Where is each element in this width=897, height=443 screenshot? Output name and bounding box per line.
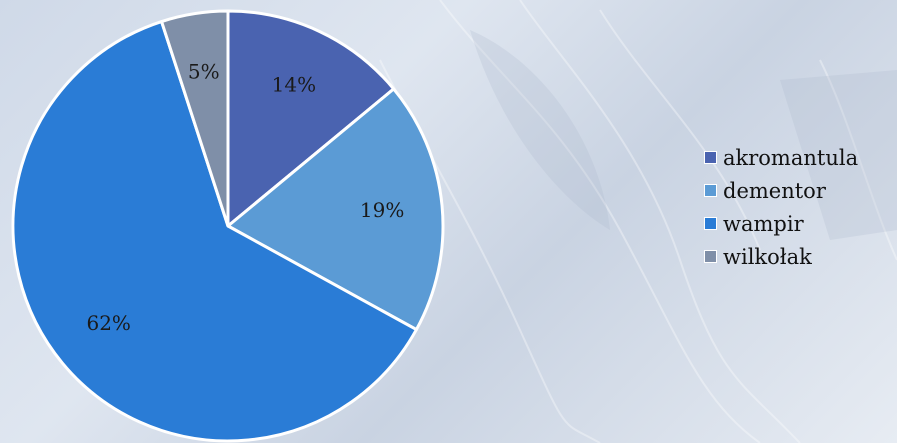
legend-item-dementor: dementor — [704, 174, 894, 207]
legend-swatch-wampir — [704, 217, 717, 230]
legend-swatch-dementor — [704, 184, 717, 197]
legend-label-dementor: dementor — [723, 178, 826, 203]
pie-slice-wilkoak — [160, 9, 230, 228]
pie-slice-akromantula — [226, 9, 396, 228]
data-label-wampir: 62% — [86, 311, 130, 335]
pie-slice-dementor — [226, 87, 445, 332]
legend-label-wampir: wampir — [723, 211, 804, 236]
legend-label-wilkolak: wilkołak — [723, 244, 812, 269]
legend-item-akromantula: akromantula — [704, 141, 894, 174]
legend-swatch-akromantula — [704, 151, 717, 164]
legend-swatch-wilkolak — [704, 250, 717, 263]
data-label-wilkoak: 5% — [188, 60, 220, 84]
pie-slice-wampir — [11, 20, 418, 443]
legend-item-wilkolak: wilkołak — [704, 240, 894, 273]
legend-item-wampir: wampir — [704, 207, 894, 240]
data-label-akromantula: 14% — [272, 72, 316, 96]
data-label-dementor: 19% — [360, 198, 404, 222]
legend: akromantula dementor wampir wilkołak — [704, 141, 894, 273]
legend-label-akromantula: akromantula — [723, 145, 859, 170]
